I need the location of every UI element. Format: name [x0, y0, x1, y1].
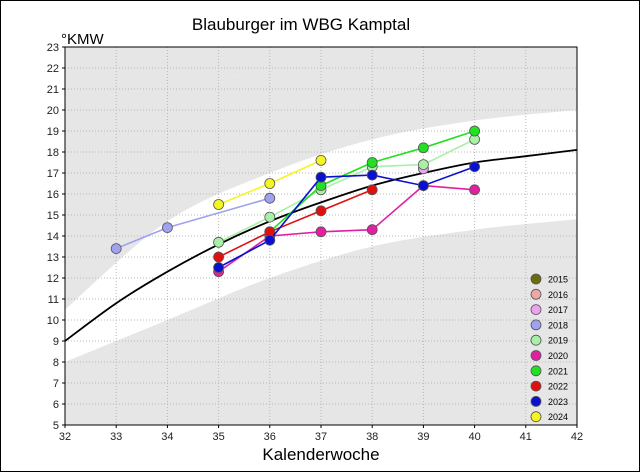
data-point-2019 [264, 211, 276, 223]
legend-label-2022: 2022 [548, 382, 568, 392]
x-tick-label: 37 [315, 431, 327, 443]
y-tick-label: 8 [53, 357, 59, 369]
data-point-2023 [264, 234, 276, 246]
legend-label-2018: 2018 [548, 320, 568, 330]
x-tick-label: 34 [161, 431, 173, 443]
background-band-upper [65, 47, 577, 106]
y-tick-label: 22 [47, 63, 59, 75]
trend-curve [64, 149, 578, 342]
data-point-2024 [315, 154, 327, 166]
y-tick-label: 11 [48, 294, 59, 306]
x-tick-label: 36 [264, 431, 276, 443]
y-tick-label: 7 [53, 378, 59, 390]
legend-label-2015: 2015 [548, 275, 568, 285]
background-band-middle [65, 67, 577, 310]
trend-curve-group [64, 149, 578, 342]
y-tick-label: 15 [47, 210, 59, 222]
y-tick-label: 10 [47, 315, 59, 327]
series-2018 [110, 192, 276, 255]
series-line-2019 [218, 138, 475, 244]
legend-marker-2017 [530, 304, 542, 316]
y-tick-label: 13 [47, 252, 59, 264]
legend-label-2024: 2024 [548, 412, 568, 422]
y-tick-label: 19 [47, 126, 59, 138]
legend: 2015 2016 2017 2018 2019 2020 2021 2022 2023 2024 [530, 273, 568, 423]
data-point-2019 [417, 159, 429, 171]
x-tick-label: 32 [59, 431, 71, 443]
data-point-2023 [417, 180, 429, 192]
legend-label-2023: 2023 [548, 397, 568, 407]
legend-label-2017: 2017 [548, 305, 568, 315]
x-tick-label: 39 [417, 431, 429, 443]
data-point-2020 [315, 226, 327, 238]
y-tick-label: 16 [47, 189, 59, 201]
data-point-2018 [264, 192, 276, 204]
data-point-2022 [366, 184, 378, 196]
legend-marker-2022 [530, 380, 542, 392]
x-axis-label: Kalenderwoche [262, 445, 379, 464]
data-point-2023 [366, 169, 378, 181]
data-point-2019 [213, 236, 225, 248]
x-tick-label: 42 [571, 431, 583, 443]
y-tick-label: 23 [47, 42, 59, 54]
data-point-2023 [315, 171, 327, 183]
series-line-2020 [218, 184, 475, 273]
data-point-2018 [110, 243, 122, 255]
data-point-2022 [315, 205, 327, 217]
legend-marker-2018 [530, 319, 542, 331]
series-2022 [213, 184, 378, 263]
legend-label-2020: 2020 [548, 351, 568, 361]
series-line-2023 [218, 165, 475, 269]
legend-marker-2020 [530, 350, 542, 361]
chart-title: Blauburger im WBG Kamptal [192, 15, 410, 34]
data-point-2020 [366, 224, 378, 236]
data-point-2020 [469, 184, 481, 196]
background-band-lower [65, 219, 577, 425]
data-point-2018 [161, 222, 173, 234]
data-point-2023 [469, 161, 481, 173]
y-tick-label: 6 [53, 399, 59, 411]
data-series-group [110, 125, 481, 278]
x-tick-label: 33 [110, 431, 122, 443]
legend-label-2016: 2016 [548, 290, 568, 300]
data-point-2022 [213, 251, 225, 263]
x-tick-label: 40 [468, 431, 480, 443]
x-tick-label: 35 [212, 431, 224, 443]
legend-marker-2016 [530, 288, 542, 300]
data-point-2024 [213, 199, 225, 210]
y-tick-label: 5 [53, 420, 59, 432]
legend-marker-2023 [530, 395, 542, 407]
data-point-2021 [417, 142, 429, 154]
legend-marker-2015 [530, 273, 542, 285]
data-point-2024 [264, 178, 276, 189]
x-tick-label: 38 [366, 431, 378, 443]
y-axis-label: °KMW [61, 31, 104, 48]
legend-label-2019: 2019 [548, 336, 568, 346]
y-tick-label: 20 [47, 105, 59, 117]
series-2024 [213, 154, 327, 210]
y-tick-label: 17 [47, 168, 59, 180]
y-tick-label: 21 [47, 84, 59, 96]
y-tick-label: 12 [47, 273, 59, 285]
data-point-2023 [213, 262, 225, 273]
x-tick-label: 41 [520, 431, 532, 443]
y-tick-label: 18 [47, 147, 59, 159]
series-line-2022 [218, 189, 373, 258]
y-tick-label: 14 [47, 231, 59, 243]
legend-marker-2021 [530, 365, 542, 377]
series-2023 [213, 161, 481, 273]
data-point-2021 [366, 157, 378, 168]
legend-marker-2024 [530, 411, 542, 423]
data-point-2021 [469, 125, 481, 137]
legend-label-2021: 2021 [548, 366, 568, 376]
y-tick-label: 9 [53, 336, 59, 348]
legend-marker-2019 [530, 334, 542, 346]
